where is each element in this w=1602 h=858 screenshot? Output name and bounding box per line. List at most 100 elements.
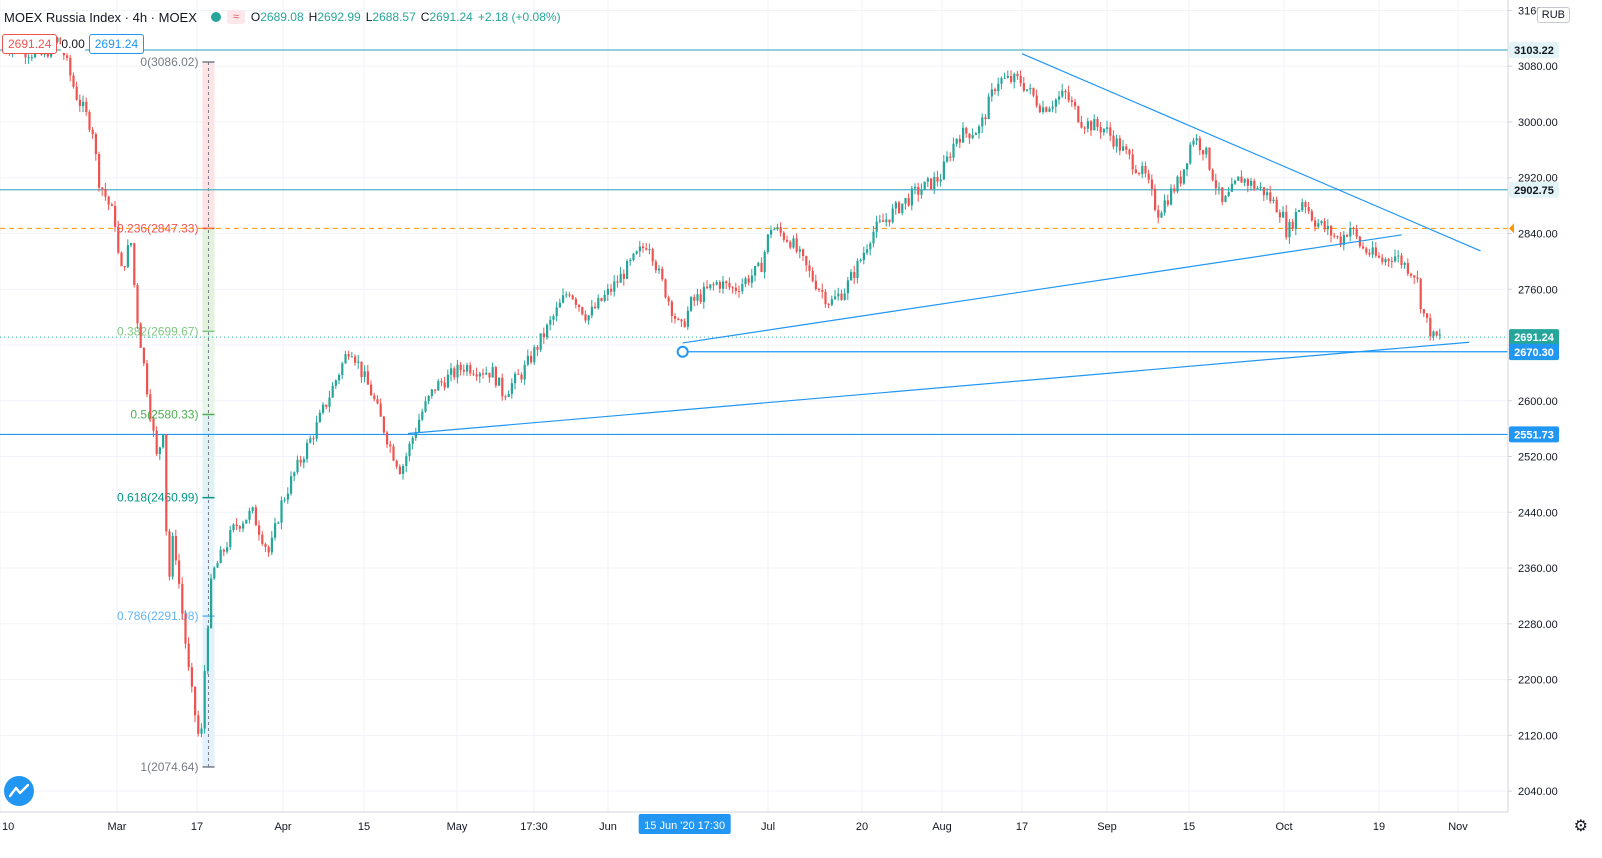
candle-body xyxy=(734,287,737,291)
tradingview-logo-icon[interactable] xyxy=(4,776,34,806)
candle-body xyxy=(1304,202,1307,208)
fib-level-label: 1(2074.64) xyxy=(140,760,198,774)
candle-body xyxy=(578,304,581,308)
indicator-toggle-icon[interactable]: ≈ xyxy=(226,10,245,24)
symbol-title[interactable]: MOEX Russia Index · 4h · MOEX xyxy=(4,9,197,25)
candle-body xyxy=(1227,191,1230,197)
candle-body xyxy=(216,563,219,568)
candle-body xyxy=(472,373,475,375)
candle-body xyxy=(459,364,462,370)
gear-icon[interactable]: ⚙ xyxy=(1573,818,1588,835)
candle-body xyxy=(1438,334,1441,336)
candle-body xyxy=(738,290,741,292)
x-tick-label: 15 xyxy=(1183,821,1195,833)
sell-price-badge[interactable]: 2691.24 xyxy=(2,34,58,54)
y-tick-label: 2840.00 xyxy=(1518,228,1558,240)
candle-body xyxy=(773,229,776,231)
candle-body xyxy=(990,89,993,97)
alert-marker-icon xyxy=(1509,223,1514,234)
candle-body xyxy=(1077,106,1080,123)
current-price-label: 2691.24 xyxy=(1514,332,1555,344)
candle-body xyxy=(779,227,782,233)
candle-body xyxy=(965,127,968,134)
candle-body xyxy=(702,286,705,302)
candle-body xyxy=(405,456,408,466)
candle-body xyxy=(843,293,846,300)
candle-body xyxy=(334,380,337,386)
buy-price-badge[interactable]: 2691.24 xyxy=(88,34,145,54)
candle-body xyxy=(997,83,1000,92)
candle-body xyxy=(1390,260,1393,262)
candle-body xyxy=(1147,173,1150,180)
candle-body xyxy=(88,111,91,130)
time-axis-background xyxy=(0,812,1508,858)
candle-body xyxy=(75,86,78,100)
candle-body xyxy=(1310,211,1313,221)
candle-body xyxy=(242,523,245,529)
x-tick-label: Nov xyxy=(1448,821,1468,833)
candle-body xyxy=(853,272,856,278)
candle-body xyxy=(917,186,920,195)
candle-body xyxy=(683,321,686,327)
candle-body xyxy=(946,156,949,162)
candle-body xyxy=(197,715,200,734)
candle-body xyxy=(1275,199,1278,213)
candle-body xyxy=(597,298,600,309)
candle-body xyxy=(802,249,805,257)
fib-band xyxy=(202,616,215,767)
candle-body xyxy=(1272,199,1275,202)
candle-body xyxy=(786,239,789,242)
low-value: 2688.57 xyxy=(372,10,416,24)
candle-body xyxy=(632,253,635,260)
candle-body xyxy=(123,266,126,268)
candle-body xyxy=(267,546,270,553)
candle-body xyxy=(1029,87,1032,90)
candle-body xyxy=(283,499,286,501)
candle-body xyxy=(1128,149,1131,155)
candle-body xyxy=(875,221,878,232)
candle-body xyxy=(930,178,933,190)
candle-body xyxy=(1374,247,1377,256)
candle-body xyxy=(498,377,501,386)
candle-body xyxy=(1179,176,1182,184)
candle-body xyxy=(725,281,728,284)
currency-badge[interactable]: RUB xyxy=(1536,7,1570,23)
candle-body xyxy=(936,177,939,182)
candle-body xyxy=(1307,207,1310,212)
candle-body xyxy=(526,355,529,365)
candle-body xyxy=(1240,176,1243,183)
candle-body xyxy=(1298,210,1301,212)
candle-body xyxy=(194,686,197,716)
candle-body xyxy=(1349,228,1352,237)
candle-body xyxy=(728,283,731,288)
y-tick-label: 2440.00 xyxy=(1518,507,1558,519)
candle-body xyxy=(1326,226,1329,230)
candle-body xyxy=(104,188,107,197)
candle-body xyxy=(635,251,638,254)
y-tick-label: 2760.00 xyxy=(1518,284,1558,296)
candle-body xyxy=(1330,226,1333,236)
candle-body xyxy=(952,143,955,158)
level-price-label-bg xyxy=(1509,42,1559,59)
candle-body xyxy=(331,385,334,398)
candle-body xyxy=(760,262,763,272)
change-value: +2.18 (+0.08%) xyxy=(477,10,561,24)
candle-body xyxy=(290,476,293,494)
candle-body xyxy=(1067,92,1070,101)
x-tick-label: 19 xyxy=(1373,821,1385,833)
candle-body xyxy=(1189,144,1192,164)
candle-body xyxy=(120,252,123,267)
candle-body xyxy=(78,99,81,106)
candle-body xyxy=(706,286,709,289)
candle-body xyxy=(850,272,853,281)
candle-body xyxy=(1086,121,1089,129)
candle-body xyxy=(1285,211,1288,238)
candle-body xyxy=(1026,89,1029,91)
candle-body xyxy=(882,220,885,222)
candle-body xyxy=(910,188,913,206)
x-tick-label: 10 xyxy=(2,821,14,833)
level-price-label-bg xyxy=(1509,181,1559,198)
candle-body xyxy=(1259,187,1262,189)
candle-body xyxy=(962,127,965,143)
